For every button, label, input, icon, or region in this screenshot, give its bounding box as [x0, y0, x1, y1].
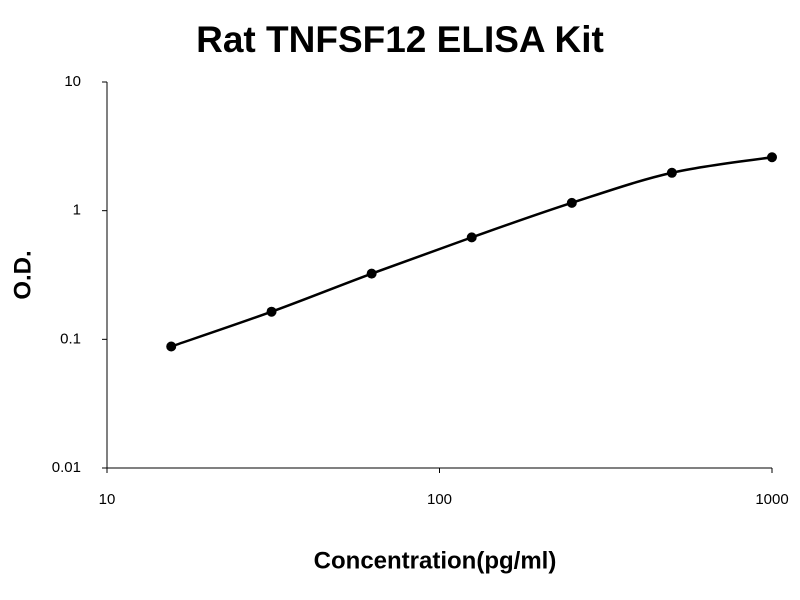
y-tick-label: 0.1 [60, 330, 81, 347]
x-axis-label: Concentration(pg/ml) [314, 547, 557, 574]
x-tick-label: 1000 [755, 491, 788, 508]
data-point [266, 306, 277, 317]
data-point [466, 232, 477, 243]
data-point [666, 167, 677, 178]
data-point [366, 268, 377, 279]
x-tick-label: 100 [427, 491, 452, 508]
y-axis-label: O.D. [9, 250, 36, 299]
data-point [767, 152, 777, 163]
y-tick-label: 1 [73, 202, 81, 219]
y-tick-label: 10 [64, 73, 81, 90]
x-tick-label: 10 [99, 491, 116, 508]
data-point [566, 197, 577, 208]
chart-title: Rat TNFSF12 ELISA Kit [196, 19, 604, 60]
y-tick-label: 0.01 [52, 459, 81, 476]
curve [170, 156, 773, 348]
data-point [166, 341, 177, 352]
